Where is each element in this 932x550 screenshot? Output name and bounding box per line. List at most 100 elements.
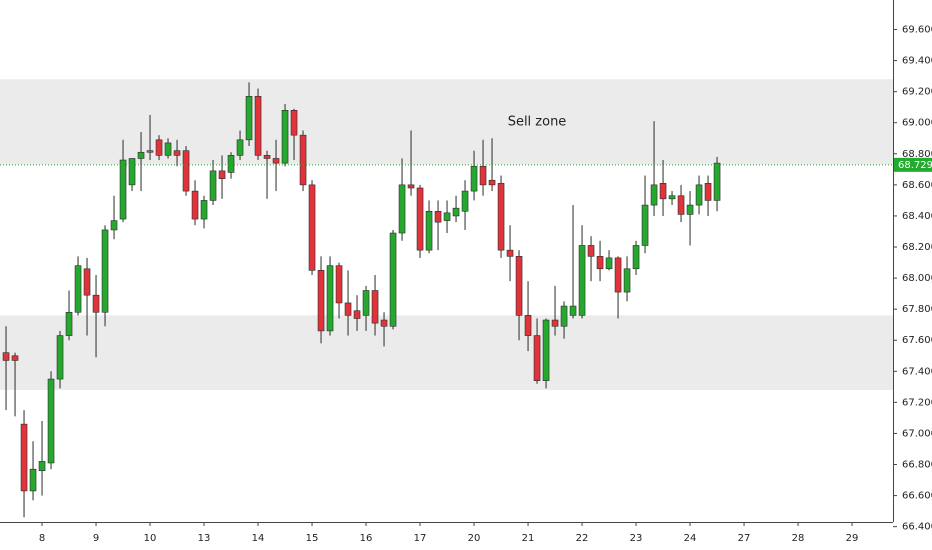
candle-body [713,162,721,201]
candle-body [524,315,532,336]
candle-body [659,183,667,200]
y-tick-label: 68.200 [902,242,932,253]
candle-body [686,204,694,215]
candle-body [398,184,406,234]
candle-body [101,229,109,313]
candle-body [299,134,307,186]
candle-body [218,170,226,179]
candle-body [191,190,199,220]
candle-body [155,139,163,156]
candle-body [515,256,523,316]
zone [0,79,893,165]
candle-body [506,249,514,257]
candle-body [425,210,433,251]
y-tick-label: 67.400 [902,366,932,377]
candle-body [2,352,10,361]
candle-body [695,184,703,206]
x-tick-label: 22 [576,533,589,544]
y-tick-label: 66.600 [902,491,932,502]
x-tick-label: 24 [684,533,697,544]
candle-body [587,245,595,257]
candle-body [326,265,334,332]
candle-body [47,378,55,464]
y-tick-label: 67.000 [902,428,932,439]
x-tick-label: 10 [144,533,157,544]
zone [0,315,893,390]
y-tick-label: 69.000 [902,118,932,129]
x-tick-label: 14 [252,533,265,544]
candle-body [641,204,649,246]
candle-body [83,268,91,296]
candle-body [182,150,190,192]
y-tick-label: 68.400 [902,211,932,222]
candle-body [362,290,370,316]
candle-body [74,265,82,313]
last-price-label: 68.729 [898,160,932,171]
candle-body [254,96,262,156]
candle-body [443,212,451,221]
y-tick-label: 67.800 [902,304,932,315]
candle-body [416,187,424,251]
candle-body [173,150,181,156]
candle-body [551,319,559,327]
candle-body [461,190,469,212]
candle-body [407,184,415,189]
y-tick-label: 68.600 [902,180,932,191]
x-tick-label: 13 [198,533,211,544]
candle-body [650,184,658,206]
candle-body [623,268,631,293]
y-tick-label: 69.600 [902,25,932,36]
candle-body [20,423,28,492]
candle-body [497,183,505,251]
candle-body [596,256,604,270]
candle-body [569,305,577,316]
x-tick-label: 23 [630,533,643,544]
candle-body [272,158,280,164]
candle-body [470,165,478,192]
candle-body [452,207,460,217]
candle-body [110,220,118,231]
y-tick-label: 66.800 [902,460,932,471]
x-tick-label: 29 [846,533,859,544]
axes: 66.400 66.600 66.800 67.000 67.200 67.400 67.6… [39,25,932,544]
candle-body [128,158,136,186]
candle-body [236,139,244,156]
x-tick-label: 20 [468,533,481,544]
y-tick-label: 67.200 [902,397,932,408]
annotation: Sell zone [508,115,567,130]
candle-body [605,257,613,270]
y-tick-label: 69.400 [902,56,932,67]
candle-body [614,257,622,293]
y-tick-label: 69.200 [902,87,932,98]
candle-body [317,270,325,332]
candle-body [578,245,586,316]
x-tick-label: 28 [792,533,805,544]
candle-body [164,142,172,156]
candle-body [290,110,298,136]
candle-body [29,468,37,492]
candle-body [542,319,550,381]
candle-body [119,159,127,220]
candle-body [704,183,712,201]
plot: Sell zone [0,82,893,518]
zones [0,79,893,390]
x-tick-label: 15 [306,533,319,544]
x-tick-label: 8 [39,533,45,544]
candle-body [371,290,379,324]
candle-body [344,302,352,316]
y-tick-label: 68.800 [902,149,932,160]
candle-body [38,461,46,472]
candle-body [308,184,316,271]
x-tick-label: 17 [414,533,427,544]
x-tick-label: 16 [360,533,373,544]
candle-body [353,310,361,319]
candle-body [146,150,154,153]
y-tick-label: 67.600 [902,335,932,346]
candle-body [632,245,640,270]
candle-body [245,96,253,141]
last-price-box [894,157,932,172]
candle-body [65,311,73,336]
candle-body [56,335,64,380]
candle-body [668,195,676,200]
